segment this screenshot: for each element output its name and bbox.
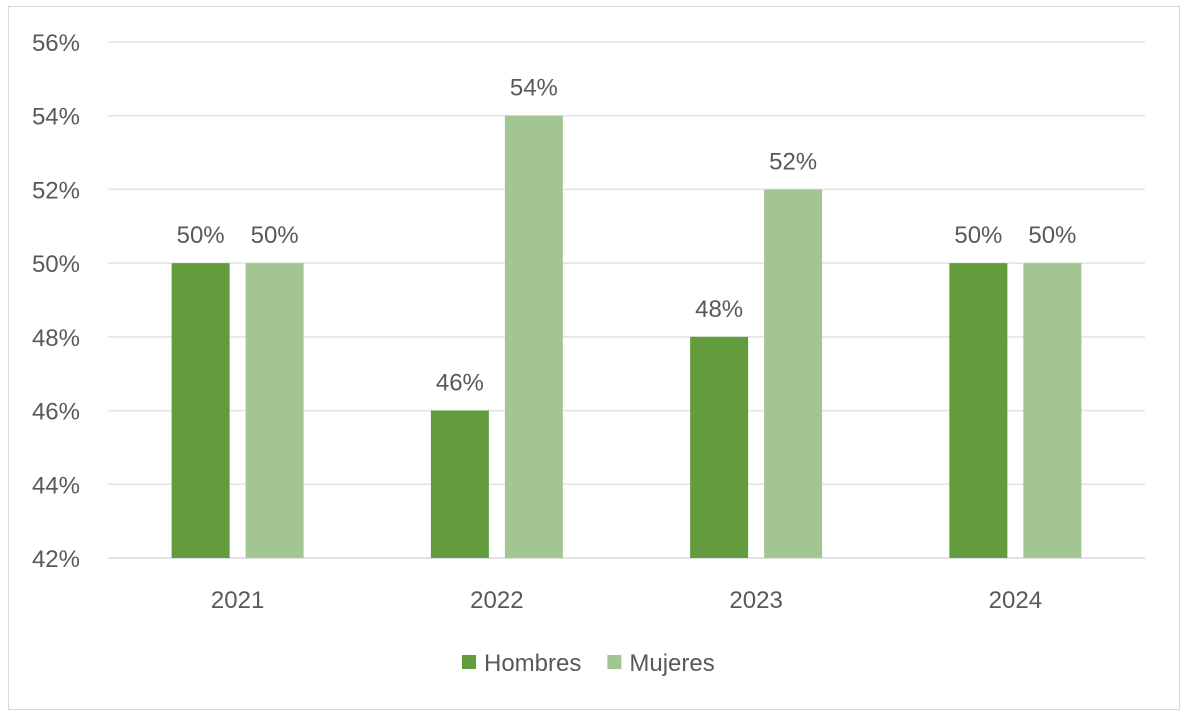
y-tick-label: 42%	[32, 546, 80, 573]
y-tick-label: 50%	[32, 251, 80, 278]
data-label: 46%	[436, 370, 484, 397]
bar-hombres-2024	[949, 263, 1008, 558]
bar-hombres-2021	[171, 263, 230, 558]
bar-mujeres-2023	[764, 189, 823, 558]
bar-hombres-2022	[430, 410, 489, 558]
y-tick-label: 48%	[32, 325, 80, 352]
chart-border	[8, 6, 1180, 710]
legend-label-mujeres: Mujeres	[629, 650, 714, 677]
legend-label-hombres: Hombres	[484, 650, 581, 677]
data-label: 50%	[251, 222, 299, 249]
data-label: 50%	[177, 222, 225, 249]
bar-mujeres-2021	[245, 263, 304, 558]
data-label: 50%	[1028, 222, 1076, 249]
bar-hombres-2023	[690, 336, 749, 558]
data-label: 52%	[769, 148, 817, 175]
data-label: 48%	[695, 296, 743, 323]
y-tick-label: 44%	[32, 472, 80, 499]
y-tick-label: 54%	[32, 104, 80, 131]
data-label: 54%	[510, 75, 558, 102]
x-tick-label: 2021	[211, 587, 264, 614]
bar-mujeres-2024	[1023, 263, 1082, 558]
legend-swatch-mujeres	[607, 655, 622, 669]
data-label: 50%	[954, 222, 1002, 249]
x-tick-label: 2023	[729, 587, 782, 614]
x-tick-label: 2024	[989, 587, 1042, 614]
x-tick-label: 2022	[470, 587, 523, 614]
y-tick-label: 46%	[32, 399, 80, 426]
y-tick-label: 52%	[32, 177, 80, 204]
y-tick-label: 56%	[32, 30, 80, 57]
bar-mujeres-2022	[504, 115, 563, 558]
legend-swatch-hombres	[462, 655, 476, 669]
